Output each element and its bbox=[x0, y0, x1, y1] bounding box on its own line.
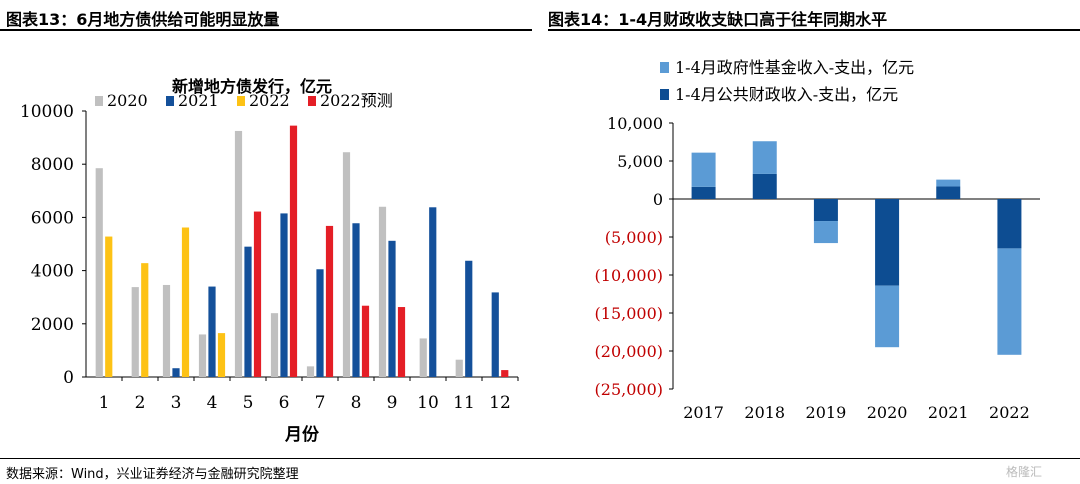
bar-2020-m2 bbox=[131, 287, 139, 377]
legend-label-0: 2020 bbox=[107, 91, 148, 110]
y-tick-label: 0 bbox=[63, 368, 74, 388]
y-tick-label: 10000 bbox=[20, 102, 74, 122]
legend-label-3: 2022预测 bbox=[320, 91, 393, 110]
y-tick-label: (5,000) bbox=[605, 228, 663, 247]
legend-swatch-1 bbox=[660, 62, 669, 73]
x-tick-label: 9 bbox=[387, 393, 398, 413]
fiscal-gap-chart: 1-4月政府性基金收入-支出，亿元 1-4月公共财政收入-支出，亿元 (25,000… bbox=[595, 58, 1040, 422]
y-tick-label: 2000 bbox=[31, 315, 74, 335]
legend-swatch-0 bbox=[660, 89, 669, 100]
y-tick-label: (15,000) bbox=[595, 304, 663, 323]
legend-swatch-2 bbox=[237, 96, 245, 106]
bar-2022预测-m9 bbox=[397, 307, 406, 377]
local-bond-issuance-chart: 新增地方债发行，亿元 2020 2021 2022 2022预测 0 2000 4000 600… bbox=[20, 77, 519, 445]
bar-s1-2019 bbox=[813, 221, 838, 244]
x-axis-title: 月份 bbox=[284, 424, 320, 445]
left-chart-header: 图表13：6月地方债供给可能明显放量 bbox=[6, 10, 280, 29]
bar-2022预测-m12 bbox=[501, 370, 509, 377]
x-tick-label: 2019 bbox=[806, 403, 847, 422]
source-note: 数据来源：Wind，兴业证券经济与金融研究院整理 bbox=[6, 467, 299, 482]
bar-2020-m6 bbox=[270, 313, 279, 377]
chart-title: 新增地方债发行，亿元 bbox=[172, 77, 332, 96]
bar-2020-m1 bbox=[95, 168, 103, 377]
bar-2021-m11 bbox=[465, 260, 473, 377]
y-tick-label: 0 bbox=[653, 190, 663, 209]
bar-s1-2018 bbox=[752, 141, 777, 174]
bar-s0-2022 bbox=[997, 199, 1022, 249]
x-tick-label: 12 bbox=[489, 393, 511, 413]
right-header-rule bbox=[548, 29, 1080, 31]
x-tick-label: 8 bbox=[351, 393, 362, 413]
footer-rule bbox=[0, 458, 1080, 459]
bar-2022-m2 bbox=[141, 263, 149, 377]
y-tick-label: 10,000 bbox=[607, 114, 663, 133]
bar-2021-m4 bbox=[208, 286, 216, 377]
watermark-text: 格隆汇 bbox=[1006, 465, 1043, 479]
bar-s0-2017 bbox=[691, 186, 716, 199]
x-tick-label: 2 bbox=[135, 393, 146, 413]
y-tick-label: 4000 bbox=[31, 262, 74, 282]
bar-2021-m5 bbox=[244, 246, 252, 377]
bar-s1-2017 bbox=[691, 152, 716, 187]
bar-2020-m11 bbox=[455, 359, 463, 377]
y-tick-label: (25,000) bbox=[595, 380, 663, 399]
bar-s0-2019 bbox=[813, 199, 838, 222]
x-tick-label: 2020 bbox=[867, 403, 908, 422]
legend-swatch-1 bbox=[166, 96, 174, 106]
bar-2022-m4 bbox=[217, 333, 226, 377]
bar-2021-m10 bbox=[429, 207, 437, 377]
bar-2020-m3 bbox=[162, 284, 171, 377]
bar-s1-2021 bbox=[936, 179, 961, 187]
x-tick-label: 2018 bbox=[744, 403, 785, 422]
legend-label-0: 1-4月公共财政收入-支出，亿元 bbox=[675, 85, 898, 104]
bar-2021-m9 bbox=[388, 240, 396, 377]
legend-label-1: 2021 bbox=[178, 91, 219, 110]
x-tick-label: 11 bbox=[453, 393, 475, 413]
y-tick-label: 5,000 bbox=[617, 152, 663, 171]
bar-2020-m7 bbox=[306, 366, 315, 377]
bar-2020-m10 bbox=[419, 338, 427, 377]
bar-2022-m3 bbox=[181, 227, 190, 377]
legend-swatch-3 bbox=[308, 96, 316, 106]
x-tick-label: 3 bbox=[171, 393, 182, 413]
bar-2021-m7 bbox=[316, 269, 324, 377]
y-tick-label: 6000 bbox=[31, 208, 74, 228]
x-tick-label: 2022 bbox=[989, 403, 1030, 422]
bar-2020-m5 bbox=[234, 130, 243, 377]
bar-2022预测-m5 bbox=[253, 211, 262, 377]
bar-2020-m9 bbox=[378, 206, 387, 377]
bar-2022-m1 bbox=[105, 236, 113, 377]
y-tick-label: (20,000) bbox=[595, 342, 663, 361]
bar-2022预测-m7 bbox=[325, 225, 334, 377]
x-tick-label: 6 bbox=[279, 393, 290, 413]
y-tick-label: (10,000) bbox=[595, 266, 663, 285]
bar-s0-2018 bbox=[752, 173, 777, 199]
x-tick-label: 2017 bbox=[683, 403, 724, 422]
right-chart-header: 图表14：1-4月财政收支缺口高于往年同期水平 bbox=[548, 10, 888, 29]
legend-swatch-0 bbox=[95, 96, 103, 106]
bar-s0-2020 bbox=[875, 199, 900, 286]
bar-2021-m8 bbox=[352, 223, 360, 377]
left-header-rule bbox=[0, 29, 532, 31]
bar-2022预测-m6 bbox=[289, 125, 298, 377]
bar-2020-m8 bbox=[342, 152, 351, 377]
bar-2021-m3 bbox=[172, 368, 180, 377]
bar-2022预测-m8 bbox=[361, 305, 370, 377]
x-tick-label: 5 bbox=[243, 393, 254, 413]
x-tick-label: 10 bbox=[417, 393, 439, 413]
bar-2020-m4 bbox=[198, 334, 207, 377]
bar-2021-m6 bbox=[280, 213, 288, 377]
x-tick-label: 2021 bbox=[928, 403, 969, 422]
y-tick-label: 8000 bbox=[31, 155, 74, 175]
x-tick-label: 4 bbox=[207, 393, 218, 413]
legend-label-1: 1-4月政府性基金收入-支出，亿元 bbox=[675, 58, 914, 77]
x-tick-label: 7 bbox=[315, 393, 326, 413]
bar-s1-2020 bbox=[875, 285, 900, 348]
bar-2021-m12 bbox=[491, 292, 499, 377]
bar-s0-2021 bbox=[936, 186, 961, 199]
bar-s1-2022 bbox=[997, 248, 1022, 355]
x-tick-label: 1 bbox=[99, 393, 110, 413]
legend-label-2: 2022 bbox=[249, 91, 290, 110]
